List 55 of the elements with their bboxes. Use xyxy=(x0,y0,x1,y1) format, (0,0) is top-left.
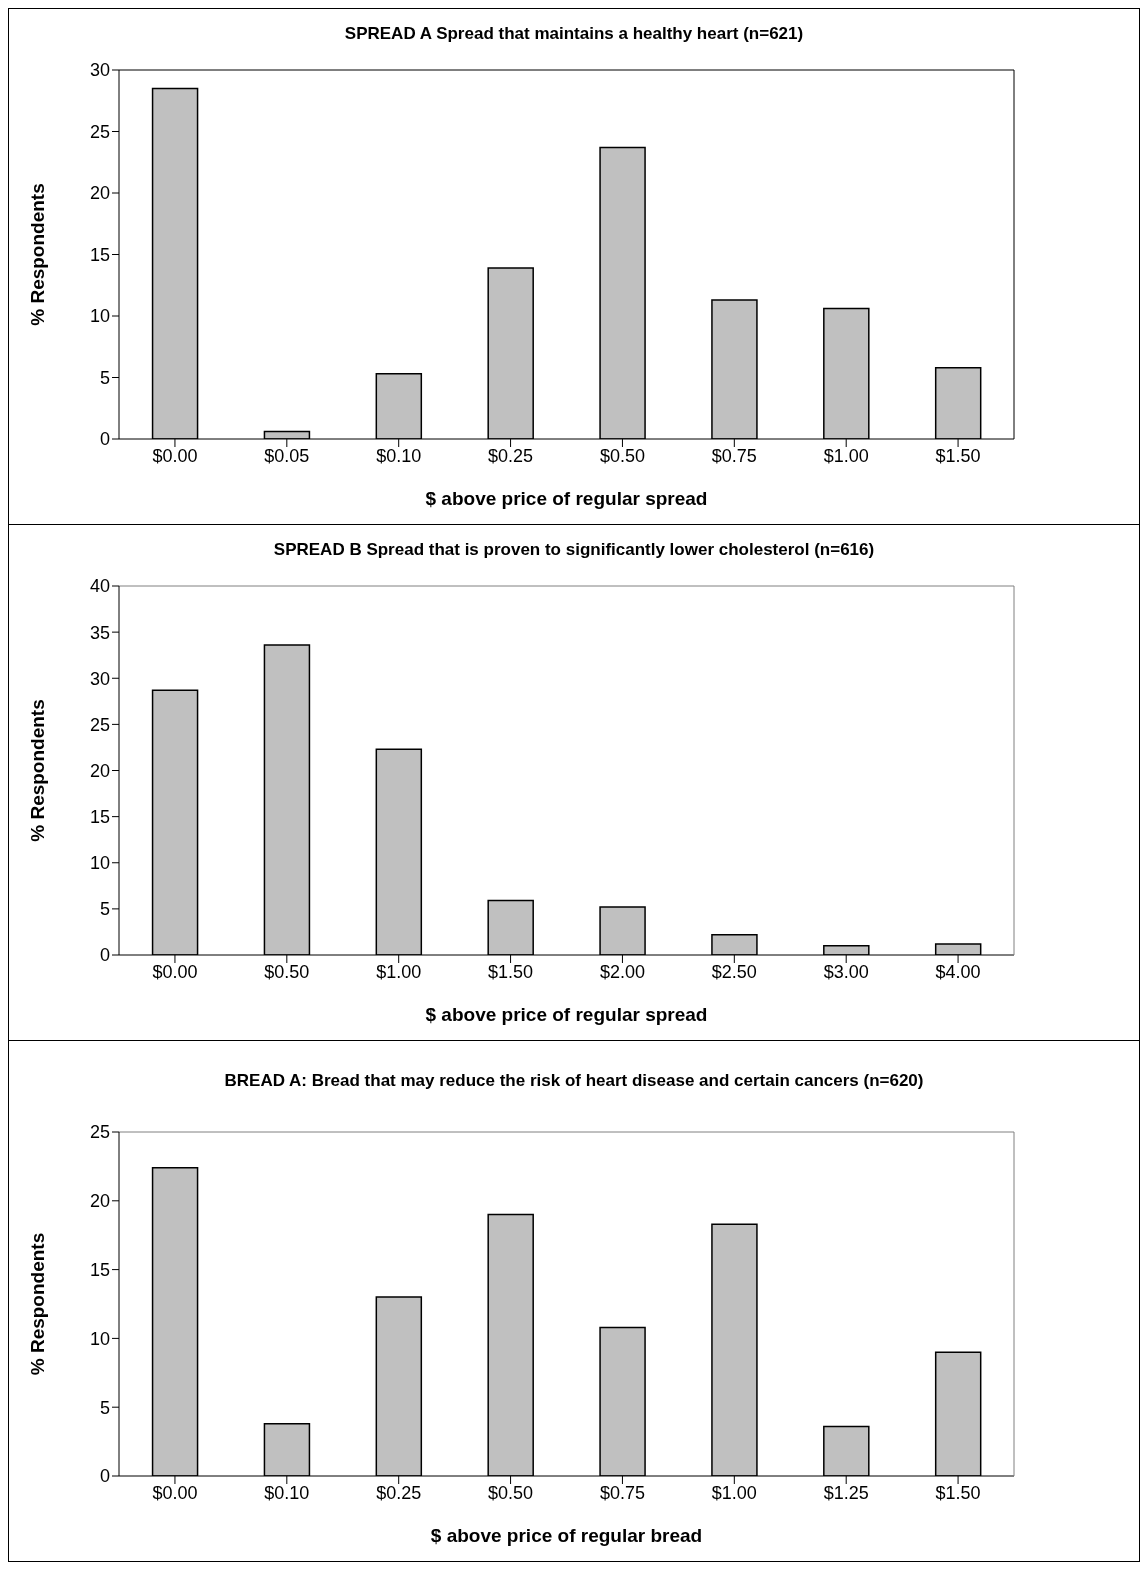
x-tick-label: $0.05 xyxy=(264,445,310,466)
x-tick-label: $1.50 xyxy=(488,961,534,982)
y-tick-label: 20 xyxy=(89,760,110,781)
y-tick-label: 15 xyxy=(89,807,110,828)
x-tick-label: $1.00 xyxy=(711,1482,757,1503)
y-tick-label: 25 xyxy=(89,714,110,735)
y-tick-label: 30 xyxy=(89,60,110,81)
y-tick-label: 5 xyxy=(99,367,110,388)
y-axis-title: % Respondents xyxy=(26,1232,48,1376)
x-tick-label: $0.50 xyxy=(264,961,310,982)
y-tick-label: 0 xyxy=(99,945,110,966)
x-tick-label: $0.75 xyxy=(711,445,757,466)
x-tick-label: $1.50 xyxy=(935,1482,981,1503)
y-axis-title: % Respondents xyxy=(26,183,48,326)
y-tick-label: 15 xyxy=(89,244,110,265)
y-tick-label: 40 xyxy=(89,576,110,597)
y-tick-label: 0 xyxy=(99,429,110,450)
x-tick-label: $2.50 xyxy=(711,961,757,982)
x-tick-label: $0.00 xyxy=(152,445,198,466)
y-tick-label: 25 xyxy=(89,121,110,142)
x-tick-label: $4.00 xyxy=(935,961,981,982)
x-tick-label: $1.00 xyxy=(376,961,422,982)
y-tick-label: 20 xyxy=(89,183,110,204)
y-tick-label: 35 xyxy=(89,622,110,643)
chart-title: SPREAD A Spread that maintains a healthy heart (n=621) xyxy=(343,23,805,45)
x-axis-title: $ above price of regular bread xyxy=(430,1525,703,1546)
y-axis-title: % Respondents xyxy=(26,699,48,842)
x-tick-label: $0.10 xyxy=(264,1482,310,1503)
chart-title: SPREAD B Spread that is proven to significantly lower cholesterol (n=616) xyxy=(272,539,876,561)
y-tick-label: 10 xyxy=(89,1328,110,1349)
y-tick-label: 20 xyxy=(89,1191,110,1212)
y-tick-label: 10 xyxy=(89,306,110,327)
x-tick-label: $1.25 xyxy=(823,1482,869,1503)
y-tick-label: 15 xyxy=(89,1259,110,1280)
x-tick-label: $0.50 xyxy=(488,1482,534,1503)
x-tick-label: $0.75 xyxy=(599,1482,645,1503)
x-tick-label: $0.00 xyxy=(152,961,198,982)
x-axis-title: $ above price of regular spread xyxy=(425,1004,708,1025)
x-tick-label: $0.10 xyxy=(376,445,422,466)
chart-title: BREAD A: Bread that may reduce the risk of heart disease and certain cancers (n=620) xyxy=(223,1070,925,1092)
y-tick-label: 30 xyxy=(89,668,110,689)
y-tick-label: 5 xyxy=(99,1397,110,1418)
y-tick-label: 5 xyxy=(99,899,110,920)
x-tick-label: $2.00 xyxy=(599,961,645,982)
x-tick-label: $1.50 xyxy=(935,445,981,466)
x-tick-label: $1.00 xyxy=(823,445,869,466)
x-axis-title: $ above price of regular spread xyxy=(425,488,708,509)
x-tick-label: $0.50 xyxy=(599,445,645,466)
x-tick-label: $3.00 xyxy=(823,961,869,982)
y-tick-label: 10 xyxy=(89,853,110,874)
y-tick-label: 25 xyxy=(89,1122,110,1143)
y-tick-label: 0 xyxy=(99,1466,110,1487)
x-tick-label: $0.25 xyxy=(376,1482,422,1503)
x-tick-label: $0.00 xyxy=(152,1482,198,1503)
x-tick-label: $0.25 xyxy=(488,445,534,466)
